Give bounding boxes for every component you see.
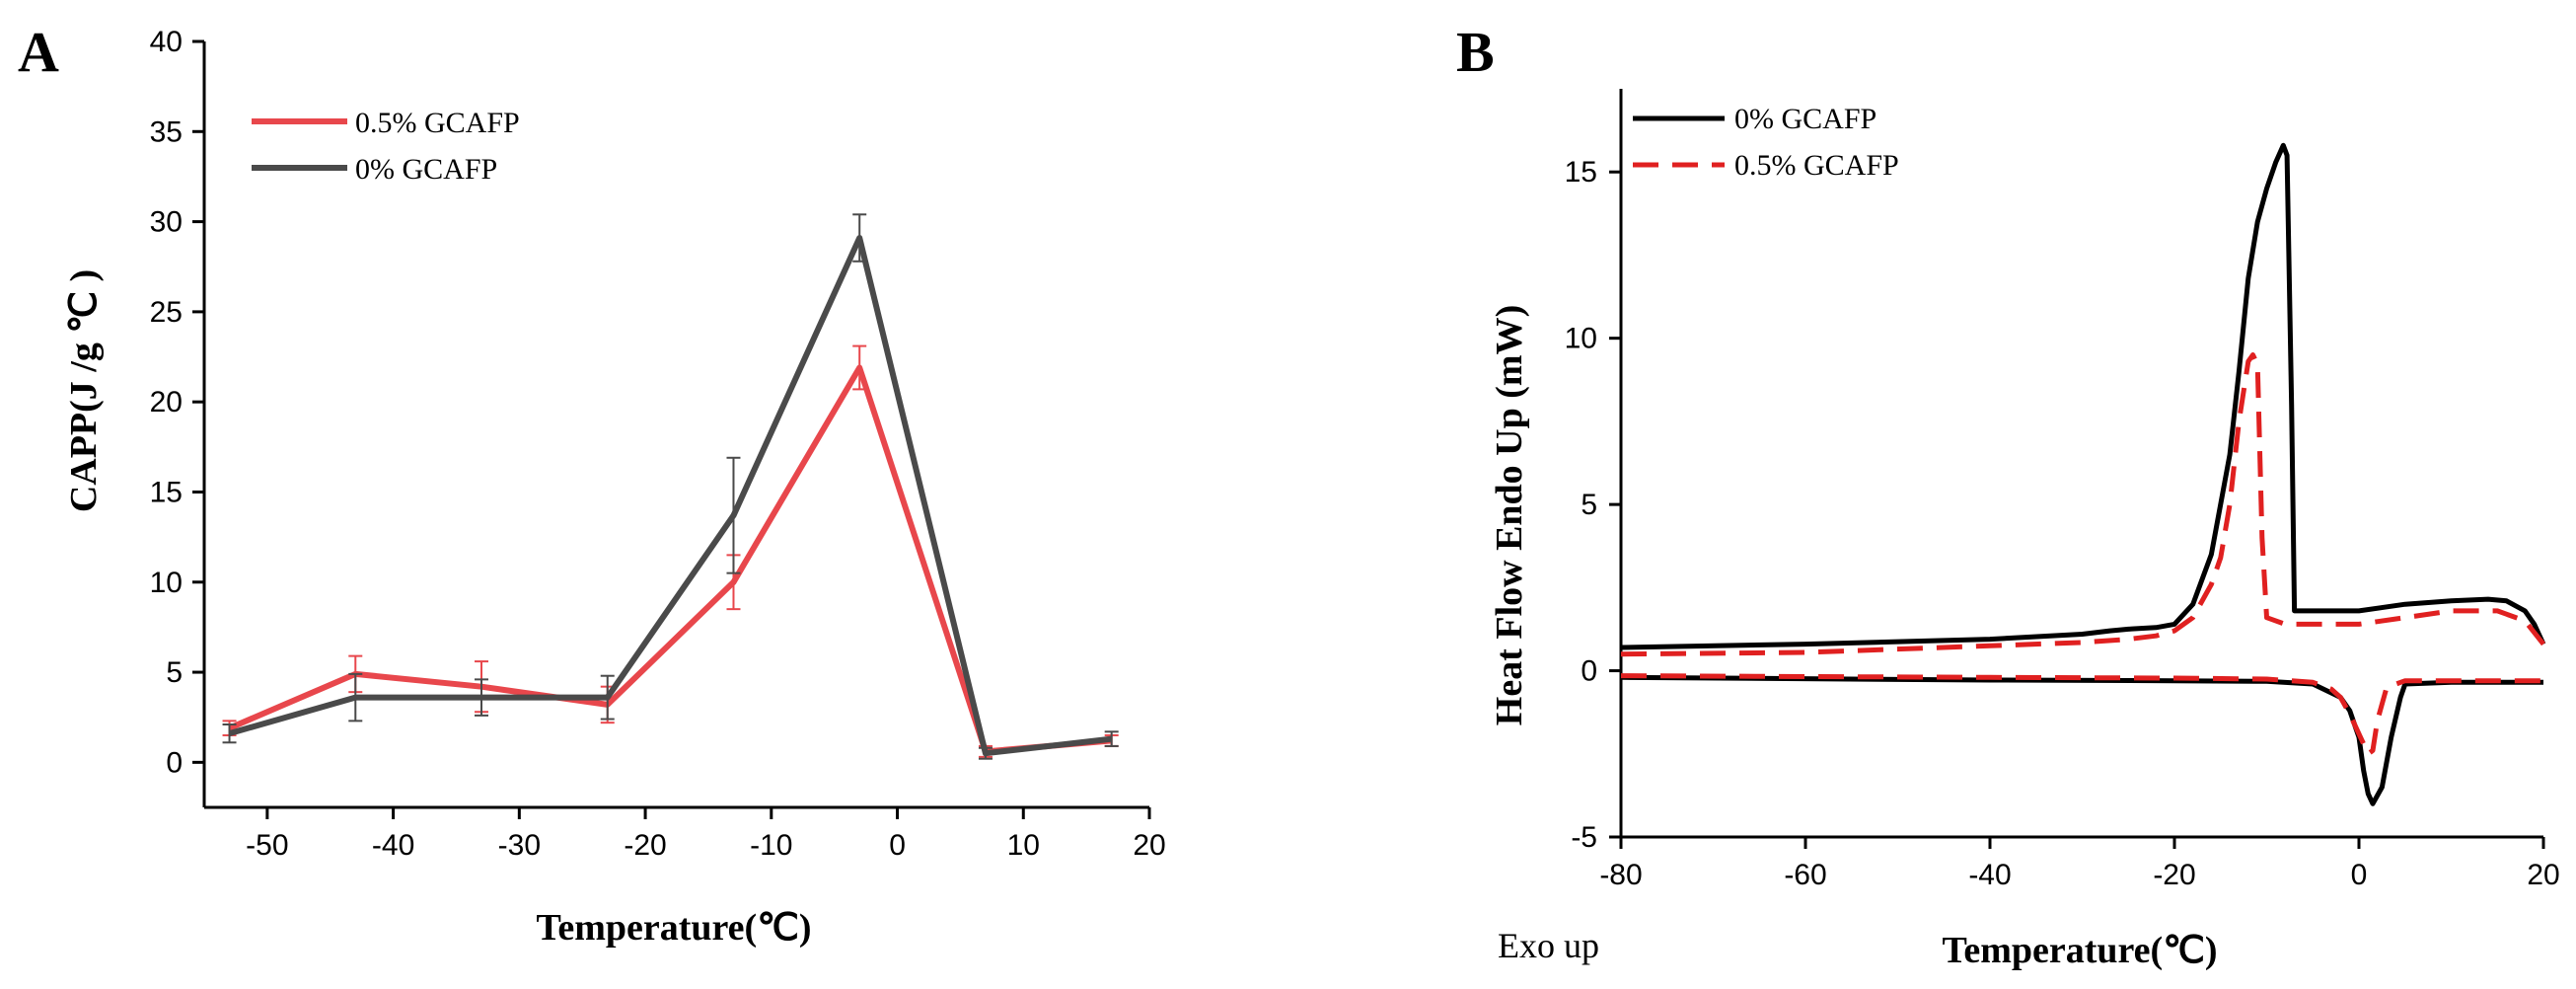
- chart-b-legend-label-0: 0% GCAFP: [1734, 103, 1877, 135]
- chart-a-errorbar: [852, 213, 867, 263]
- chart-b-series-0-cooling: [1620, 674, 2543, 806]
- chart-a-y-tick-label: 25: [150, 296, 183, 329]
- chart-a-x-tick-label: -30: [498, 829, 541, 862]
- chart-b-x-tick-label: 0: [2351, 859, 2368, 891]
- chart-a-errorbar: [726, 456, 741, 574]
- chart-b-x-label: Temperature(℃): [1942, 930, 2217, 971]
- chart-b-x-tick-label: -80: [1599, 859, 1642, 891]
- chart-b-x-tick-label: -60: [1784, 859, 1826, 891]
- chart-b-series-1-cooling: [1620, 673, 2543, 757]
- chart-b-series-0-heating: [1620, 142, 2546, 650]
- chart-b-y-tick-label: 5: [1581, 489, 1597, 521]
- chart-a-x-tick-label: -50: [246, 829, 288, 862]
- chart-b-y-tick-label: 10: [1565, 323, 1597, 355]
- chart-a-y-tick-label: 5: [166, 656, 183, 689]
- panel-b-label: B: [1456, 20, 1495, 84]
- chart-b-y-tick-label: 15: [1565, 156, 1597, 189]
- chart-b-x-tick-label: 20: [2527, 859, 2559, 891]
- chart-b-y-tick-label: -5: [1571, 821, 1597, 854]
- chart-a-x-tick-label: -10: [750, 829, 792, 862]
- panel-a-label: A: [18, 20, 59, 84]
- exo-up-annotation: Exo up: [1498, 926, 1599, 965]
- chart-a-errorbar: [348, 672, 363, 723]
- chart-a-x-tick-label: 0: [889, 829, 906, 862]
- chart-a-y-tick-label: 20: [150, 386, 183, 418]
- chart-b: B -5 0 5 10 15 -80 -60 -40 -20 0 20 0% GCAFP 0.5% G…: [1456, 20, 2560, 971]
- chart-b-series-1-heating: [1620, 352, 2545, 657]
- chart-a-legend-label-0: 0.5% GCAFP: [355, 107, 520, 139]
- chart-a-errorbar: [475, 678, 489, 717]
- chart-a: A 0 5 10 15 20 25 30 35 40 -50 -40 -30 -20 -10 0 10 20 0…: [18, 20, 1166, 949]
- chart-a-x-tick-label: 10: [1007, 829, 1040, 862]
- chart-a-y-tick-label: 15: [150, 476, 183, 508]
- chart-a-y-tick-label: 35: [150, 115, 183, 148]
- chart-b-x-tick-label: -20: [2153, 859, 2195, 891]
- chart-a-y-tick-label: 40: [150, 26, 183, 58]
- chart-a-x-tick-label: -40: [372, 829, 414, 862]
- chart-a-x-tick-label: 20: [1133, 829, 1165, 862]
- chart-a-series-line-1: [228, 235, 1113, 757]
- chart-b-x-tick-label: -40: [1968, 859, 2011, 891]
- chart-a-errorbar: [600, 674, 615, 721]
- chart-b-legend-label-1: 0.5% GCAFP: [1734, 149, 1899, 182]
- chart-a-y-label: CAPP(J /g ℃ ): [63, 269, 105, 512]
- chart-a-errorbar: [1104, 730, 1119, 747]
- chart-a-y-tick-label: 0: [166, 746, 183, 779]
- chart-b-y-label: Heat Flow Endo Up (mW): [1489, 305, 1530, 725]
- chart-a-errorbar: [978, 746, 993, 760]
- chart-a-x-tick-label: -20: [624, 829, 666, 862]
- chart-a-y-tick-label: 10: [150, 567, 183, 599]
- chart-a-x-label: Temperature(℃): [536, 907, 811, 949]
- chart-a-legend-label-1: 0% GCAFP: [355, 153, 497, 186]
- chart-a-series-line-0: [228, 364, 1112, 755]
- chart-a-y-tick-label: 30: [150, 206, 183, 239]
- chart-a-errorbar: [222, 723, 237, 744]
- chart-b-y-tick-label: 0: [1581, 655, 1597, 688]
- chart-a-errorbar: [852, 344, 867, 391]
